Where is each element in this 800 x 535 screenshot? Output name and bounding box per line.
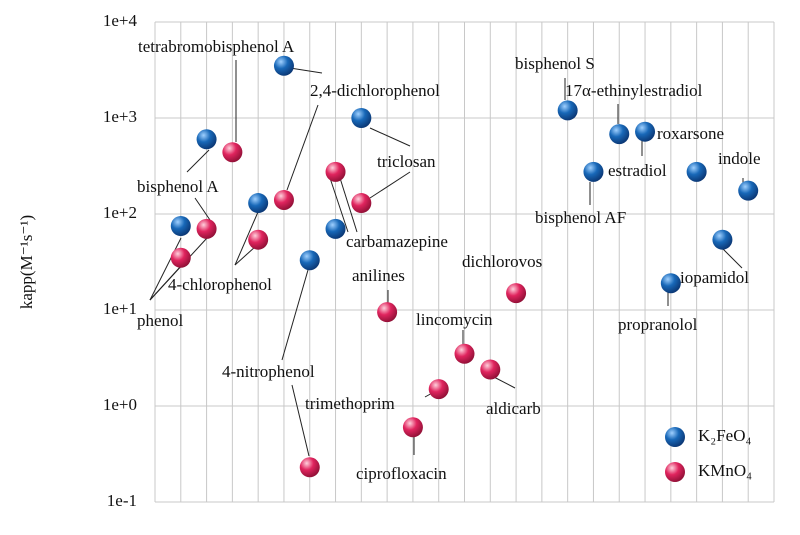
annotation: bisphenol AF xyxy=(535,208,626,227)
point xyxy=(712,229,733,250)
annotation: aldicarb xyxy=(486,399,541,418)
leader-line xyxy=(721,247,743,269)
annotation: triclosan xyxy=(377,152,436,171)
annotation: indole xyxy=(718,149,761,168)
annotation: carbamazepine xyxy=(346,232,448,251)
leader-line xyxy=(149,237,182,301)
annotation: lincomycin xyxy=(416,310,493,329)
leader-line xyxy=(369,127,411,147)
point xyxy=(351,193,372,214)
point xyxy=(299,457,320,478)
leader-line xyxy=(369,171,411,199)
point xyxy=(480,359,501,380)
point xyxy=(222,142,243,163)
point xyxy=(402,417,423,438)
point xyxy=(428,379,449,400)
annotation: dichlorovos xyxy=(462,252,542,271)
leader-line xyxy=(186,149,210,173)
point xyxy=(557,100,578,121)
point xyxy=(738,180,759,201)
y-tick-label: 1e-1 xyxy=(107,491,137,510)
annotation: trimethoprim xyxy=(305,394,395,413)
y-tick-label: 1e+0 xyxy=(103,395,137,414)
annotation: 4-nitrophenol xyxy=(222,362,315,381)
point xyxy=(248,229,269,250)
leader-line xyxy=(289,67,323,74)
legend-marker xyxy=(665,462,685,482)
legend-label: K₂FeO₄ xyxy=(698,426,751,445)
annotation: 17α-ethinylestradiol xyxy=(565,81,703,100)
point xyxy=(325,218,346,239)
point xyxy=(248,193,269,214)
annotation: roxarsone xyxy=(657,124,724,143)
leader-line xyxy=(291,384,310,457)
annotation: 4-chlorophenol xyxy=(168,275,272,294)
leader-line xyxy=(286,104,319,191)
point xyxy=(609,124,630,145)
annotation: phenol xyxy=(137,311,184,330)
leader-line xyxy=(149,265,182,301)
annotation: 2,4-dichlorophenol xyxy=(310,81,440,100)
leader-line xyxy=(281,269,309,361)
y-tick-label: 1e+4 xyxy=(103,11,138,30)
annotation: estradiol xyxy=(608,161,667,180)
point xyxy=(686,161,707,182)
point xyxy=(325,161,346,182)
point xyxy=(299,250,320,271)
annotation: propranolol xyxy=(618,315,698,334)
annotation: ciprofloxacin xyxy=(356,464,447,483)
point xyxy=(170,215,191,236)
point xyxy=(273,189,294,210)
leader-line xyxy=(234,245,257,266)
y-tick-label: 1e+1 xyxy=(103,299,137,318)
point xyxy=(454,343,475,364)
point xyxy=(273,55,294,76)
y-axis-title: kapp(M⁻¹s⁻¹) xyxy=(17,215,36,309)
leader-line xyxy=(234,211,259,266)
point xyxy=(377,302,398,323)
leader-line xyxy=(491,375,516,389)
legend-label: KMnO₄ xyxy=(698,461,752,480)
annotation: iopamidol xyxy=(680,268,749,287)
leader-line xyxy=(339,177,358,233)
annotation: bisphenol A xyxy=(137,177,219,196)
leader-line xyxy=(194,197,211,221)
point xyxy=(506,283,527,304)
point xyxy=(170,247,191,268)
point xyxy=(660,273,681,294)
annotation: anilines xyxy=(352,266,405,285)
leader-line xyxy=(329,177,349,233)
annotation: bisphenol S xyxy=(515,54,595,73)
y-tick-label: 1e+3 xyxy=(103,107,137,126)
annotation: tetrabromobisphenol A xyxy=(138,37,295,56)
point xyxy=(583,161,604,182)
point xyxy=(635,121,656,142)
point xyxy=(196,129,217,150)
point xyxy=(196,218,217,239)
point xyxy=(351,108,372,128)
y-tick-label: 1e+2 xyxy=(103,203,137,222)
legend-marker xyxy=(665,427,685,447)
